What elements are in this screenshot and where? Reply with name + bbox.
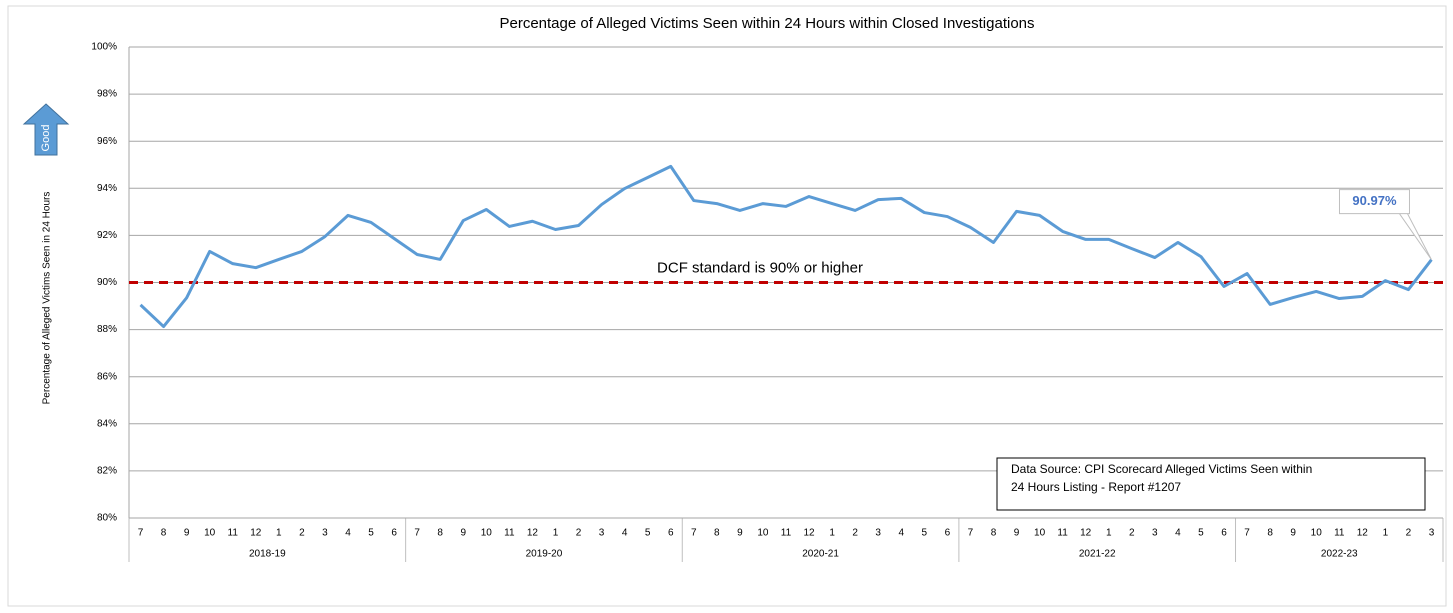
x-tick-label: 8	[991, 528, 997, 539]
x-group-label: 2019-20	[526, 549, 563, 560]
x-tick-label: 2	[1129, 528, 1135, 539]
x-tick-label: 10	[481, 528, 493, 539]
x-tick-label: 7	[968, 528, 974, 539]
x-tick-label: 11	[1057, 528, 1068, 539]
x-group-label: 2020-21	[802, 549, 839, 560]
x-tick-label: 11	[1334, 528, 1345, 539]
x-tick-label: 1	[553, 528, 559, 539]
x-tick-label: 1	[829, 528, 835, 539]
x-tick-label: 9	[1290, 528, 1296, 539]
source-note: 24 Hours Listing - Report #1207	[1011, 480, 1181, 494]
x-tick-label: 5	[368, 528, 374, 539]
y-tick-label: 94%	[97, 183, 117, 194]
source-box	[996, 457, 1426, 511]
x-tick-label: 4	[622, 528, 628, 539]
x-tick-label: 10	[1034, 528, 1046, 539]
x-tick-label: 3	[322, 528, 328, 539]
good-arrow	[22, 103, 70, 156]
x-tick-label: 10	[1311, 528, 1323, 539]
data-line	[139, 164, 1433, 329]
x-tick-label: 11	[781, 528, 792, 539]
x-tick-label: 2	[576, 528, 582, 539]
x-tick-label: 5	[645, 528, 651, 539]
y-tick-label: 80%	[97, 513, 117, 524]
x-group-label: 2018-19	[249, 549, 286, 560]
y-tick-label: 92%	[97, 230, 117, 241]
x-tick-label: 12	[527, 528, 539, 539]
chart-frame	[7, 5, 1447, 607]
x-tick-label: 8	[437, 528, 443, 539]
x-tick-label: 5	[922, 528, 928, 539]
reference-label: DCF standard is 90% or higher	[657, 259, 863, 276]
chart-title: Percentage of Alleged Victims Seen withi…	[499, 15, 1034, 32]
callout	[1338, 189, 1432, 260]
y-tick-label: 98%	[97, 89, 117, 100]
y-tick-label: 82%	[97, 466, 117, 477]
x-tick-label: 5	[1198, 528, 1204, 539]
x-tick-label: 6	[1221, 528, 1227, 539]
x-tick-label: 8	[714, 528, 720, 539]
x-tick-label: 4	[345, 528, 351, 539]
y-tick-label: 100%	[91, 42, 117, 53]
x-tick-label: 10	[204, 528, 216, 539]
x-tick-label: 1	[1106, 528, 1112, 539]
x-tick-label: 1	[276, 528, 282, 539]
x-tick-label: 12	[250, 528, 262, 539]
x-tick-label: 1	[1383, 528, 1389, 539]
x-tick-label: 8	[1267, 528, 1273, 539]
value-label: 90.97%	[1352, 193, 1397, 208]
x-tick-label: 12	[1080, 528, 1092, 539]
x-tick-label: 11	[228, 528, 239, 539]
x-group-label: 2021-22	[1079, 549, 1116, 560]
x-tick-label: 2	[852, 528, 858, 539]
x-tick-label: 6	[668, 528, 674, 539]
y-tick-label: 88%	[97, 324, 117, 335]
y-tick-label: 96%	[97, 136, 117, 147]
x-tick-label: 3	[1152, 528, 1158, 539]
x-tick-label: 6	[945, 528, 951, 539]
y-tick-label: 90%	[97, 277, 117, 288]
x-tick-label: 12	[803, 528, 815, 539]
x-tick-label: 4	[1175, 528, 1181, 539]
x-tick-label: 11	[504, 528, 515, 539]
y-tick-label: 84%	[97, 418, 117, 429]
good-label: Good	[40, 125, 52, 152]
x-tick-label: 4	[898, 528, 904, 539]
y-axis-label: Percentage of Alleged Victims Seen in 24…	[42, 192, 53, 405]
x-tick-label: 9	[184, 528, 190, 539]
x-tick-label: 9	[737, 528, 743, 539]
x-tick-label: 7	[414, 528, 420, 539]
x-tick-label: 3	[875, 528, 881, 539]
x-tick-label: 7	[1244, 528, 1250, 539]
x-tick-label: 9	[460, 528, 466, 539]
x-tick-label: 8	[161, 528, 167, 539]
x-tick-label: 3	[1429, 528, 1435, 539]
x-tick-label: 2	[1406, 528, 1412, 539]
x-tick-label: 7	[138, 528, 144, 539]
source-note: Data Source: CPI Scorecard Alleged Victi…	[1011, 462, 1312, 476]
x-tick-label: 2	[299, 528, 305, 539]
x-tick-label: 6	[391, 528, 397, 539]
y-tick-label: 86%	[97, 371, 117, 382]
x-group-label: 2022-23	[1321, 549, 1358, 560]
x-tick-label: 10	[757, 528, 769, 539]
x-tick-label: 9	[1014, 528, 1020, 539]
x-tick-label: 12	[1357, 528, 1369, 539]
x-tick-label: 7	[691, 528, 697, 539]
x-tick-label: 3	[599, 528, 605, 539]
